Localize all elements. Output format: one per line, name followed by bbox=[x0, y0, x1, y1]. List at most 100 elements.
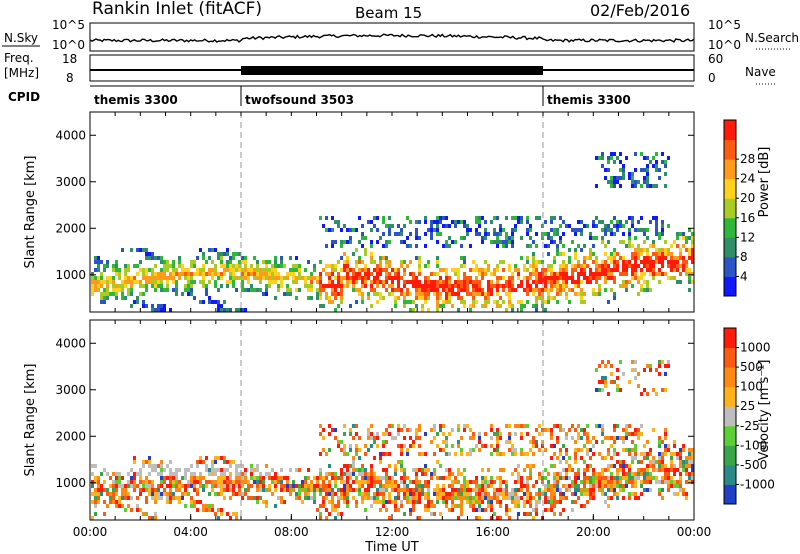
echo-cell bbox=[679, 280, 682, 284]
echo-cell bbox=[499, 276, 502, 280]
echo-cell bbox=[202, 300, 205, 304]
echo-cell bbox=[340, 288, 343, 292]
echo-cell bbox=[145, 288, 148, 292]
echo-cell bbox=[679, 452, 682, 456]
echo-cell bbox=[91, 288, 94, 292]
echo-cell bbox=[217, 276, 220, 280]
echo-cell bbox=[574, 452, 577, 456]
echo-cell bbox=[691, 280, 694, 284]
echo-cell bbox=[436, 488, 439, 492]
echo-cell bbox=[208, 248, 211, 252]
echo-cell bbox=[661, 160, 664, 164]
echo-cell bbox=[451, 492, 454, 496]
echo-cell bbox=[172, 288, 175, 292]
echo-cell bbox=[586, 256, 589, 260]
echo-cell bbox=[226, 268, 229, 272]
echo-cell bbox=[469, 228, 472, 232]
echo-cell bbox=[646, 168, 649, 172]
echo-cell bbox=[412, 300, 415, 304]
echo-cell bbox=[427, 492, 430, 496]
echo-cell bbox=[436, 476, 439, 480]
echo-cell bbox=[655, 260, 658, 264]
echo-cell bbox=[145, 252, 148, 256]
echo-cell bbox=[328, 272, 331, 276]
echo-cell bbox=[226, 480, 229, 484]
echo-cell bbox=[118, 276, 121, 280]
echo-cell bbox=[625, 268, 628, 272]
echo-cell bbox=[529, 468, 532, 472]
echo-cell bbox=[568, 488, 571, 492]
echo-cell bbox=[472, 300, 475, 304]
echo-cell bbox=[355, 500, 358, 504]
echo-cell bbox=[460, 220, 463, 224]
echo-cell bbox=[160, 476, 163, 480]
echo-cell bbox=[622, 240, 625, 244]
echo-cell bbox=[493, 300, 496, 304]
echo-cell bbox=[247, 488, 250, 492]
echo-cell bbox=[151, 496, 154, 500]
echo-cell bbox=[649, 452, 652, 456]
echo-cell bbox=[271, 480, 274, 484]
echo-cell bbox=[616, 388, 619, 392]
echo-cell bbox=[649, 480, 652, 484]
echo-cell bbox=[373, 440, 376, 444]
echo-cell bbox=[340, 448, 343, 452]
echo-cell bbox=[118, 500, 121, 504]
echo-cell bbox=[667, 448, 670, 452]
echo-cell bbox=[604, 176, 607, 180]
echo-cell bbox=[334, 292, 337, 296]
echo-cell bbox=[340, 468, 343, 472]
echo-cell bbox=[673, 484, 676, 488]
echo-cell bbox=[532, 304, 535, 308]
echo-cell bbox=[436, 284, 439, 288]
echo-cell bbox=[598, 452, 601, 456]
echo-cell bbox=[670, 484, 673, 488]
echo-cell bbox=[181, 292, 184, 296]
echo-cell bbox=[292, 280, 295, 284]
echo-cell bbox=[658, 492, 661, 496]
echo-cell bbox=[475, 516, 478, 520]
echo-cell bbox=[346, 272, 349, 276]
echo-cell bbox=[511, 244, 514, 248]
velocity-cbar-label: Velocity [m s⁻¹] bbox=[757, 360, 772, 461]
echo-cell bbox=[517, 464, 520, 468]
echo-cell bbox=[355, 424, 358, 428]
echo-cell bbox=[361, 480, 364, 484]
echo-cell bbox=[205, 480, 208, 484]
echo-cell bbox=[262, 272, 265, 276]
echo-cell bbox=[100, 300, 103, 304]
echo-cell bbox=[520, 488, 523, 492]
echo-cell bbox=[556, 228, 559, 232]
echo-cell bbox=[526, 452, 529, 456]
echo-cell bbox=[637, 248, 640, 252]
echo-cell bbox=[166, 260, 169, 264]
echo-cell bbox=[646, 284, 649, 288]
echo-cell bbox=[451, 484, 454, 488]
echo-cell bbox=[424, 216, 427, 220]
echo-cell bbox=[436, 444, 439, 448]
echo-cell bbox=[202, 504, 205, 508]
echo-cell bbox=[166, 464, 169, 468]
echo-cell bbox=[97, 496, 100, 500]
echo-cell bbox=[613, 292, 616, 296]
echo-cell bbox=[388, 232, 391, 236]
echo-cell bbox=[184, 272, 187, 276]
echo-cell bbox=[631, 172, 634, 176]
echo-cell bbox=[649, 460, 652, 464]
echo-cell bbox=[457, 472, 460, 476]
echo-cell bbox=[346, 476, 349, 480]
echo-cell bbox=[604, 252, 607, 256]
echo-cell bbox=[460, 264, 463, 268]
echo-cell bbox=[307, 488, 310, 492]
echo-cell bbox=[688, 280, 691, 284]
echo-cell bbox=[388, 496, 391, 500]
echo-cell bbox=[457, 496, 460, 500]
echo-cell bbox=[418, 264, 421, 268]
echo-cell bbox=[298, 276, 301, 280]
echo-cell bbox=[595, 224, 598, 228]
echo-cell bbox=[235, 308, 238, 312]
echo-cell bbox=[355, 476, 358, 480]
echo-cell bbox=[274, 488, 277, 492]
echo-cell bbox=[364, 480, 367, 484]
echo-cell bbox=[391, 280, 394, 284]
